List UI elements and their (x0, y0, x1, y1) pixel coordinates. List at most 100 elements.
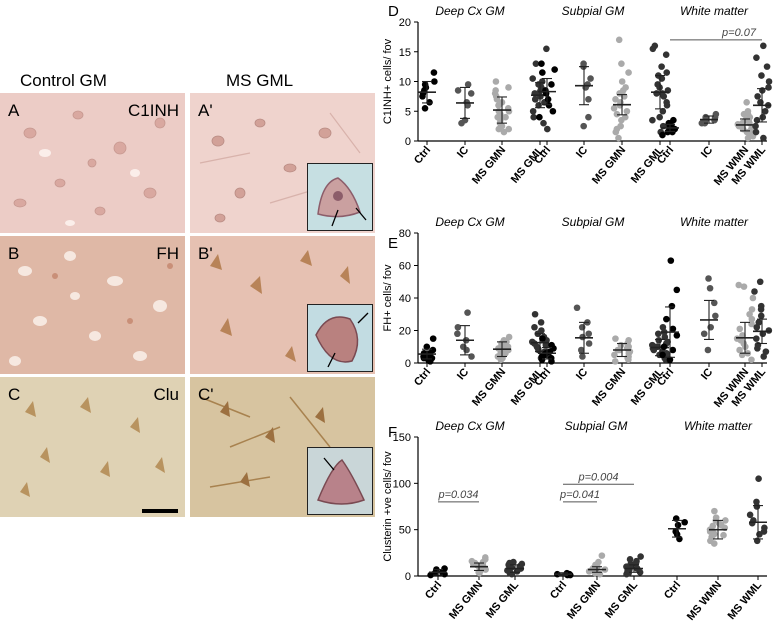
data-point (505, 107, 513, 115)
x-tick-label: MS GMN (470, 144, 508, 186)
x-tick-label: IC (699, 144, 715, 160)
data-point (700, 330, 708, 338)
micrograph-b-prime: B' (190, 236, 375, 374)
data-point (654, 343, 661, 351)
data-point (429, 335, 437, 342)
data-point (755, 319, 763, 326)
data-point (748, 306, 756, 313)
group-title: Deep Cx GM (435, 4, 504, 18)
panel-label-c: C (8, 385, 21, 404)
data-point (626, 556, 634, 563)
data-point (649, 45, 657, 53)
x-tick-label: IC (574, 366, 590, 382)
data-point (710, 299, 718, 307)
data-point (653, 90, 660, 97)
data-point (492, 87, 499, 94)
data-point (419, 90, 427, 97)
group-title: Deep Cx GM (435, 419, 504, 433)
data-point (758, 72, 765, 79)
p-value-label: p=0.034 (437, 489, 478, 501)
data-point (656, 113, 663, 121)
data-point (430, 69, 438, 76)
data-point (536, 113, 543, 121)
data-point (458, 119, 465, 127)
data-point (658, 63, 665, 70)
data-point (540, 119, 547, 127)
micrograph-c-prime: C' (190, 377, 375, 517)
data-point (746, 310, 753, 318)
data-point (497, 349, 505, 357)
data-point (549, 107, 557, 115)
data-point (654, 330, 662, 338)
data-point (625, 569, 632, 577)
data-point (663, 315, 670, 323)
data-point (423, 343, 431, 351)
y-tick-label: 10 (399, 77, 411, 89)
data-point (749, 294, 757, 302)
x-tick-label: MS WMN (685, 579, 724, 623)
data-point (753, 54, 760, 61)
data-point (681, 518, 688, 526)
chart-f: F 0 50 100 150 Clusterin +ve cells/ fov Deep C… (382, 419, 768, 623)
data-point (760, 353, 768, 360)
data-point (760, 134, 767, 142)
data-point (495, 107, 503, 115)
data-point (660, 343, 668, 351)
micrograph-c-cells (20, 397, 165, 497)
data-point (746, 511, 754, 519)
data-point (706, 284, 714, 292)
data-point (756, 278, 764, 286)
data-point (493, 96, 501, 103)
micrograph-a-cells (13, 110, 166, 226)
data-point (659, 351, 666, 359)
column-header-ms-gml: MS GML (226, 71, 294, 90)
inset-b-prime-cell (315, 312, 369, 368)
stain-label-c1inh: C1INH (127, 101, 179, 120)
data-point (532, 60, 540, 67)
data-point (736, 346, 743, 354)
p-value-label: p=0.07 (721, 27, 757, 39)
data-point (752, 128, 760, 136)
data-point (722, 517, 729, 524)
x-tick-label: MS WML (726, 579, 765, 622)
micrograph-a-prime-cells (199, 112, 361, 223)
data-point (612, 96, 619, 103)
data-point (482, 566, 489, 573)
y-tick-label: 0 (405, 358, 411, 370)
data-point (752, 122, 759, 130)
data-point (740, 283, 748, 290)
data-point (529, 107, 537, 115)
y-tick-label: 20 (399, 17, 411, 29)
data-point (422, 84, 430, 91)
data-point (495, 125, 503, 133)
data-point (664, 338, 671, 346)
data-point (531, 310, 539, 318)
x-tick-label: MS GML (484, 579, 522, 621)
data-point (636, 568, 644, 576)
data-point (538, 353, 546, 360)
group-title: Subpial GM (565, 419, 628, 433)
data-point (468, 353, 475, 360)
data-point (755, 475, 762, 483)
data-point (544, 125, 551, 133)
data-point (476, 569, 483, 577)
y-tick-label: 20 (399, 326, 411, 338)
data-point (531, 96, 539, 103)
data-point (543, 45, 550, 53)
data-point (610, 104, 618, 112)
data-point (761, 107, 769, 115)
panel-label-b: B (8, 244, 20, 263)
data-point (529, 75, 536, 82)
y-tick-label: 0 (405, 136, 411, 148)
x-tick-label: IC (699, 366, 715, 382)
data-point (500, 128, 508, 136)
x-tick-label: Ctrl (423, 579, 444, 601)
y-axis-label: FH+ cells/ fov (382, 264, 394, 331)
data-point (492, 78, 500, 85)
data-point (663, 102, 671, 109)
data-point (573, 304, 581, 312)
y-tick-label: 40 (399, 293, 411, 305)
inset-c-prime (307, 447, 373, 515)
data-point (744, 110, 752, 118)
data-point (426, 358, 434, 365)
